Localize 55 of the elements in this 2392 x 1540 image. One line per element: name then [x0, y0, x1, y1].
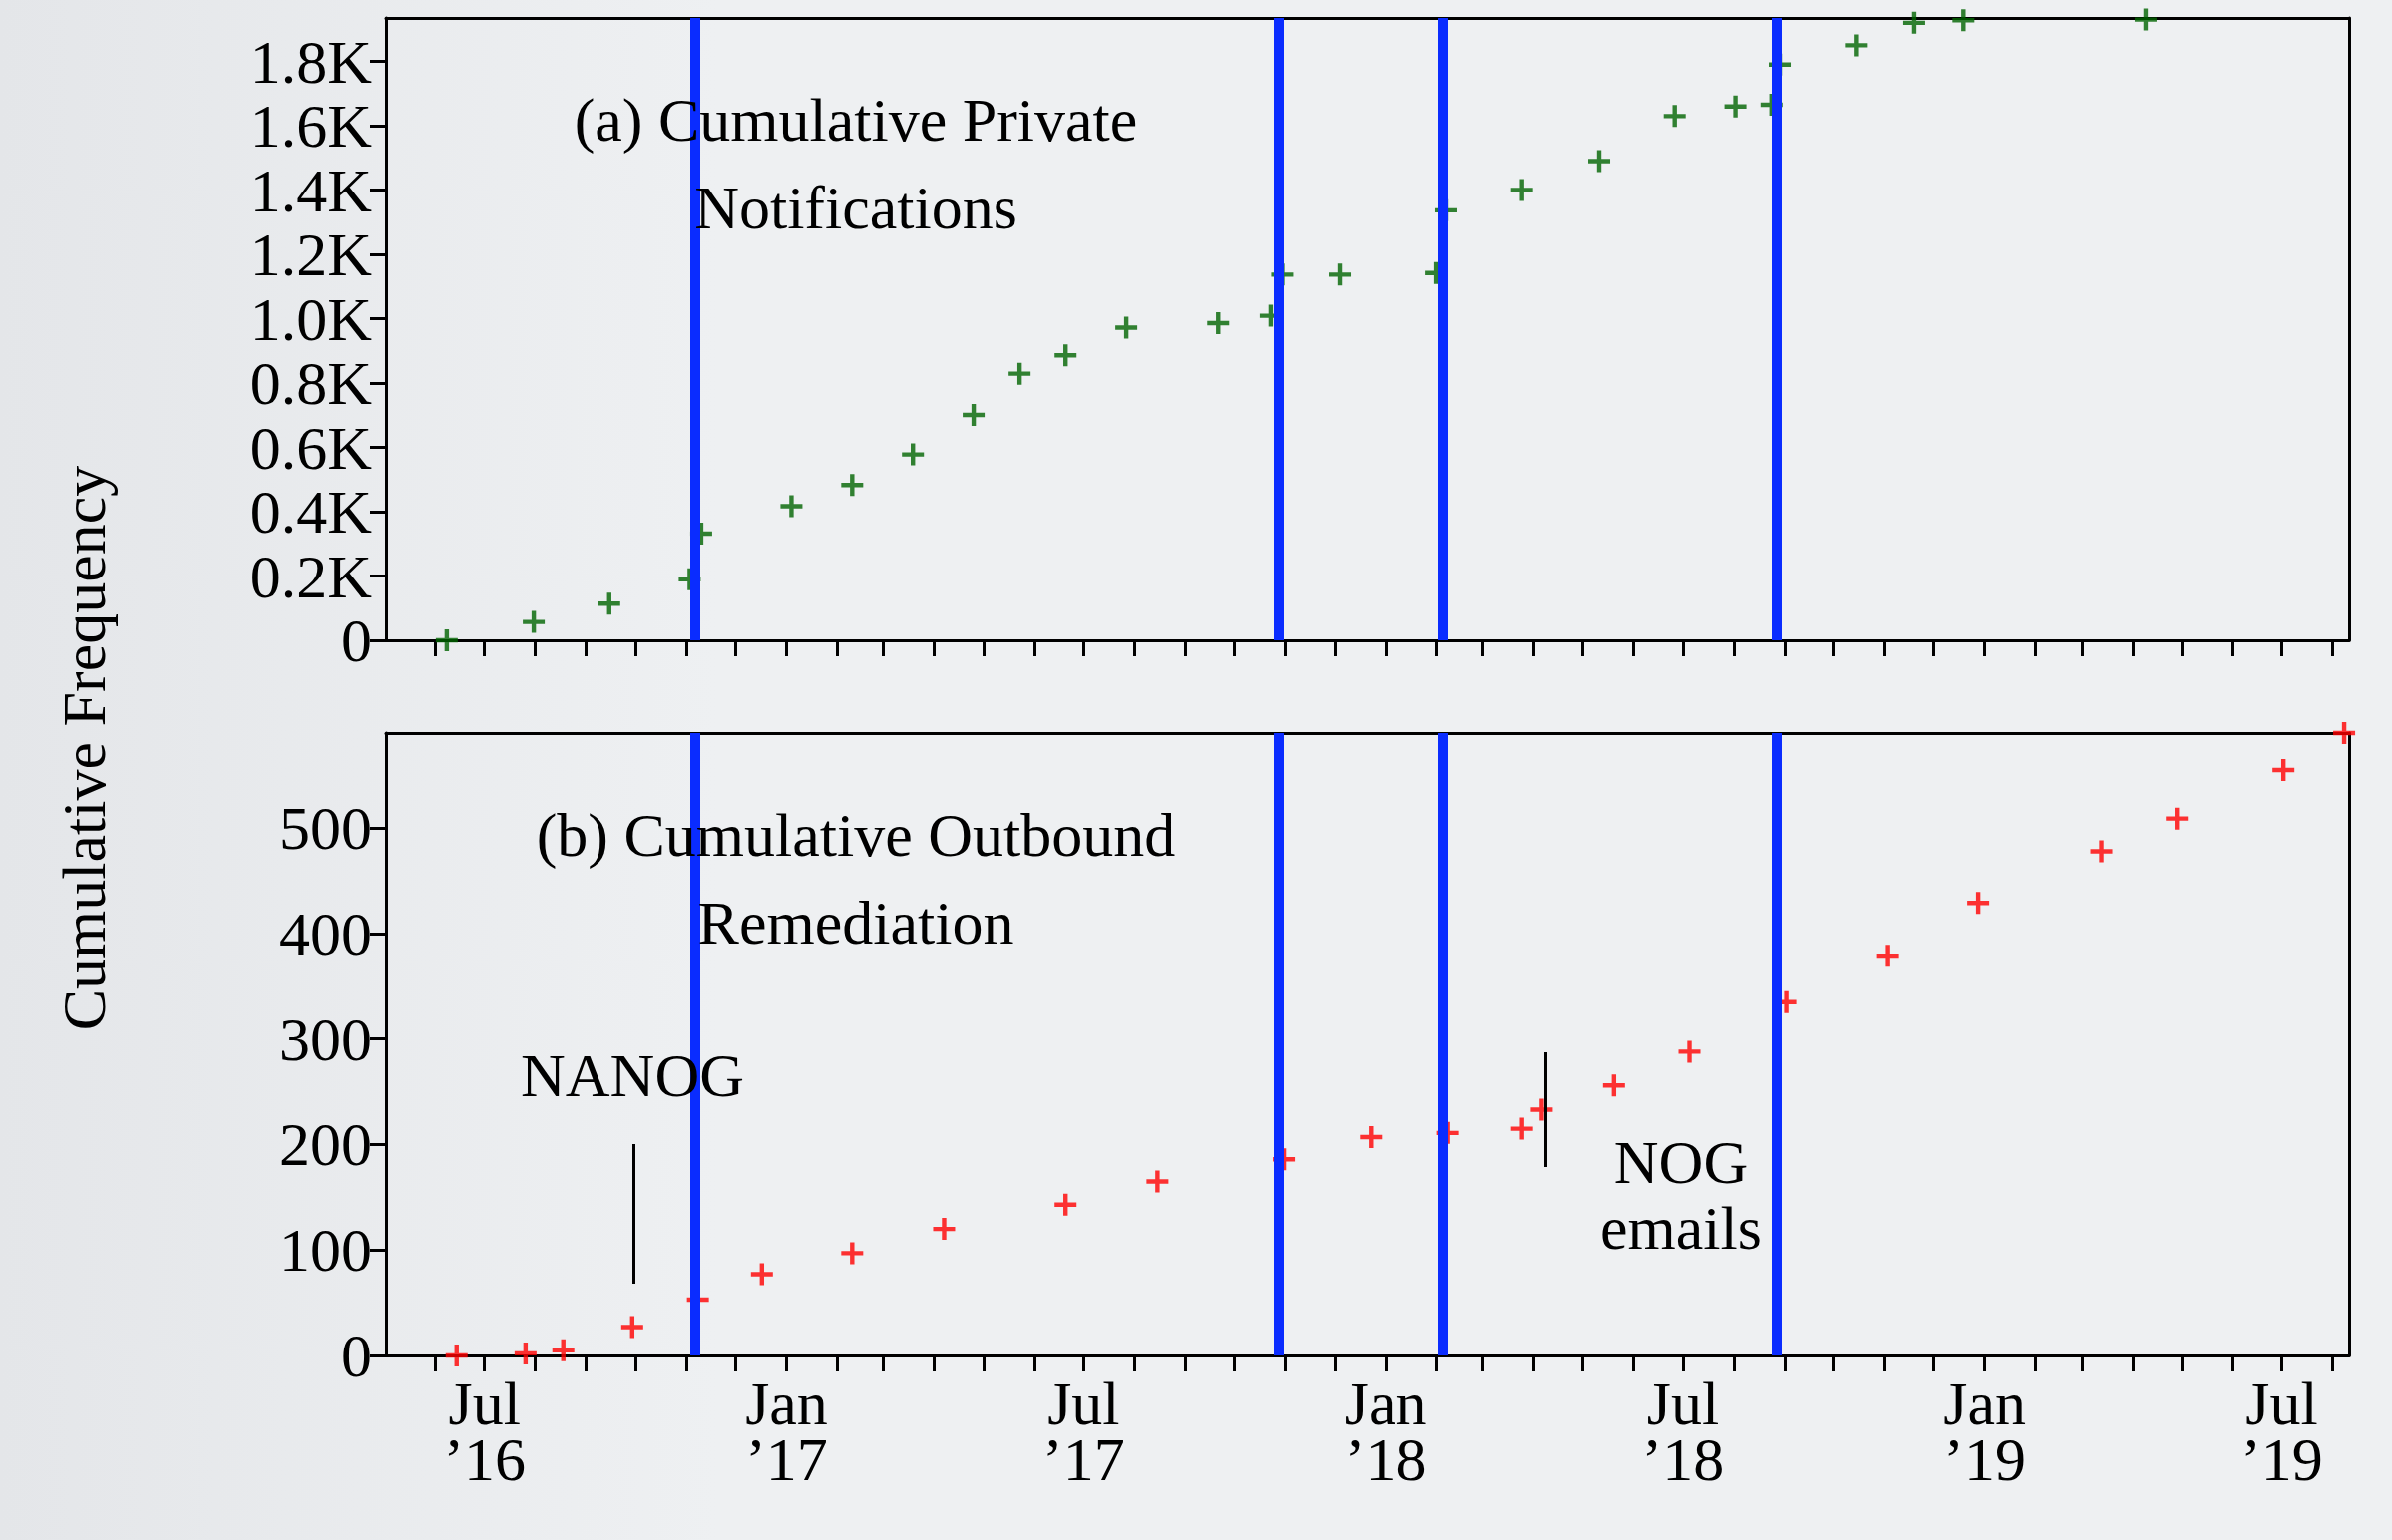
x-tick-label: Jul ’19	[2240, 1369, 2323, 1493]
x-tick-label: Jul ’18	[1641, 1369, 1725, 1493]
point	[598, 592, 620, 615]
x-tick-label: Jul ’17	[1042, 1369, 1125, 1493]
point	[963, 403, 986, 426]
point	[1360, 1126, 1383, 1149]
point	[445, 1345, 468, 1366]
point	[1008, 362, 1031, 385]
point	[552, 1339, 575, 1361]
point	[1952, 9, 1975, 32]
point	[2090, 840, 2113, 863]
point	[841, 1242, 864, 1265]
point	[620, 1316, 643, 1339]
point	[1588, 150, 1611, 173]
point	[750, 1263, 773, 1286]
y-tick-label: 500	[279, 794, 372, 863]
point	[1663, 105, 1686, 128]
point	[902, 443, 925, 466]
point	[1329, 263, 1352, 286]
x-tick-label: Jan ’18	[1344, 1369, 1427, 1493]
x-tick-label: Jan ’17	[745, 1369, 828, 1493]
point	[1967, 892, 1990, 915]
point	[523, 610, 546, 633]
y-tick-label: 0	[341, 1322, 372, 1389]
point	[1146, 1170, 1169, 1193]
y-tick-label: 200	[279, 1110, 372, 1179]
point	[2333, 722, 2356, 744]
point	[1530, 1098, 1553, 1121]
point	[1845, 34, 1868, 57]
point	[1054, 344, 1077, 367]
y-tick-label: 100	[279, 1216, 372, 1285]
x-tick-label: Jan ’19	[1943, 1369, 2027, 1493]
point	[1510, 1117, 1533, 1140]
point	[1902, 11, 1925, 34]
y-tick-label: 300	[279, 1004, 372, 1073]
point	[1115, 316, 1138, 339]
point	[1876, 945, 1899, 967]
point	[1724, 95, 1747, 118]
point	[1054, 1193, 1077, 1216]
point	[435, 629, 458, 651]
y-tick-label: 400	[279, 899, 372, 967]
point	[933, 1218, 956, 1241]
point	[1510, 179, 1533, 201]
point	[2134, 8, 2157, 31]
point	[1678, 1040, 1701, 1063]
point	[2272, 759, 2295, 782]
x-tick-label: Jul ’16	[443, 1369, 527, 1493]
point	[514, 1342, 537, 1364]
annotation: NOG emails	[1600, 1128, 1762, 1262]
point	[2166, 807, 2189, 830]
y-axis-title: Cumulative Frequency	[48, 465, 119, 1031]
point	[1207, 312, 1230, 335]
point	[1602, 1074, 1625, 1097]
point	[780, 495, 803, 518]
point	[841, 474, 864, 497]
